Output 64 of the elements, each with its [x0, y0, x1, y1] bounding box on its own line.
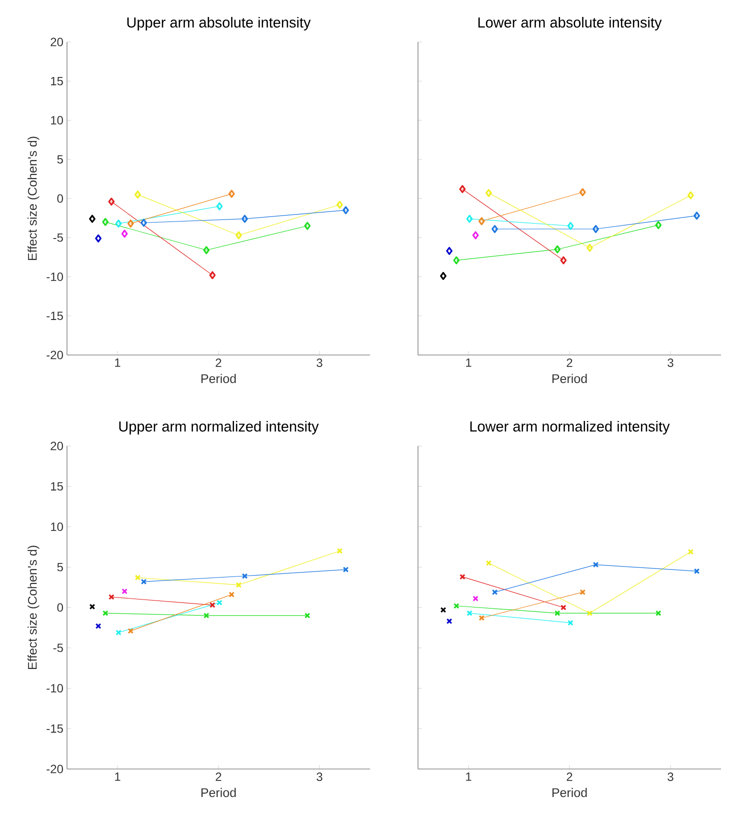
y-tick-label: 15	[51, 482, 63, 491]
x-tick-label: 2	[566, 358, 572, 367]
point	[236, 231, 242, 240]
y-tick-label: 10	[51, 116, 63, 124]
point	[446, 246, 453, 255]
x-tick-label: 3	[316, 772, 322, 782]
point	[554, 245, 561, 254]
point	[121, 230, 128, 238]
point	[440, 607, 446, 613]
x-tick-label: 2	[216, 772, 222, 781]
x-tick-label: 2	[216, 358, 222, 367]
y-tick-label: -15	[46, 724, 63, 733]
chart-title: Lower arm normalized intensity	[470, 420, 670, 434]
point	[203, 246, 210, 254]
y-tick-label: 5	[57, 562, 63, 572]
y-tick-label: -10	[46, 272, 63, 281]
point	[472, 596, 478, 602]
x-tick-label: 3	[316, 358, 322, 368]
point	[554, 610, 560, 616]
point	[592, 562, 599, 568]
point	[242, 214, 248, 223]
point	[122, 588, 128, 594]
x-tick-label: 1	[115, 358, 120, 367]
x-axis-title: Period	[552, 374, 587, 384]
point	[472, 231, 479, 240]
point	[95, 623, 102, 629]
y-tick-label: -20	[46, 350, 63, 360]
y-tick-label: 0	[57, 194, 64, 203]
x-axis-title: Period	[201, 788, 236, 798]
chart-title: Lower arm absolute intensity	[478, 16, 662, 30]
point	[95, 234, 102, 242]
x-tick-label: 2	[566, 772, 572, 781]
x-tick-label: 3	[668, 772, 674, 782]
y-tick-label: 15	[51, 76, 63, 86]
point	[89, 604, 96, 610]
y-tick-label: 0	[57, 603, 64, 612]
point	[242, 573, 248, 579]
y-tick-label: -15	[46, 312, 63, 320]
point	[446, 618, 452, 624]
point	[586, 610, 593, 616]
point	[236, 582, 242, 588]
x-axis-title: Period	[201, 374, 236, 384]
point	[586, 244, 593, 252]
point	[89, 214, 96, 223]
y-tick-label: 5	[57, 155, 63, 164]
y-tick-label: 20	[50, 442, 63, 450]
x-tick-label: 1	[466, 772, 472, 781]
y-tick-label: -5	[53, 233, 63, 242]
x-tick-label: 1	[115, 772, 120, 781]
y-tick-label: -20	[46, 764, 63, 774]
x-axis-title: Period	[552, 788, 587, 798]
chart-title: Upper arm normalized intensity	[119, 420, 319, 434]
y-tick-label: -10	[46, 684, 63, 692]
y-tick-label: 10	[51, 522, 63, 531]
y-tick-label: -5	[53, 644, 63, 652]
y-axis-title: Effect size (Cohen's d)	[28, 546, 40, 670]
point	[203, 612, 210, 618]
x-tick-label: 1	[466, 358, 472, 367]
x-tick-label: 3	[668, 358, 674, 368]
y-tick-label: 20	[50, 38, 63, 46]
point	[592, 225, 599, 234]
point	[440, 272, 446, 280]
chart-title: Upper arm absolute intensity	[127, 16, 311, 30]
y-axis-title: Effect size (Cohen's d)	[28, 136, 40, 260]
